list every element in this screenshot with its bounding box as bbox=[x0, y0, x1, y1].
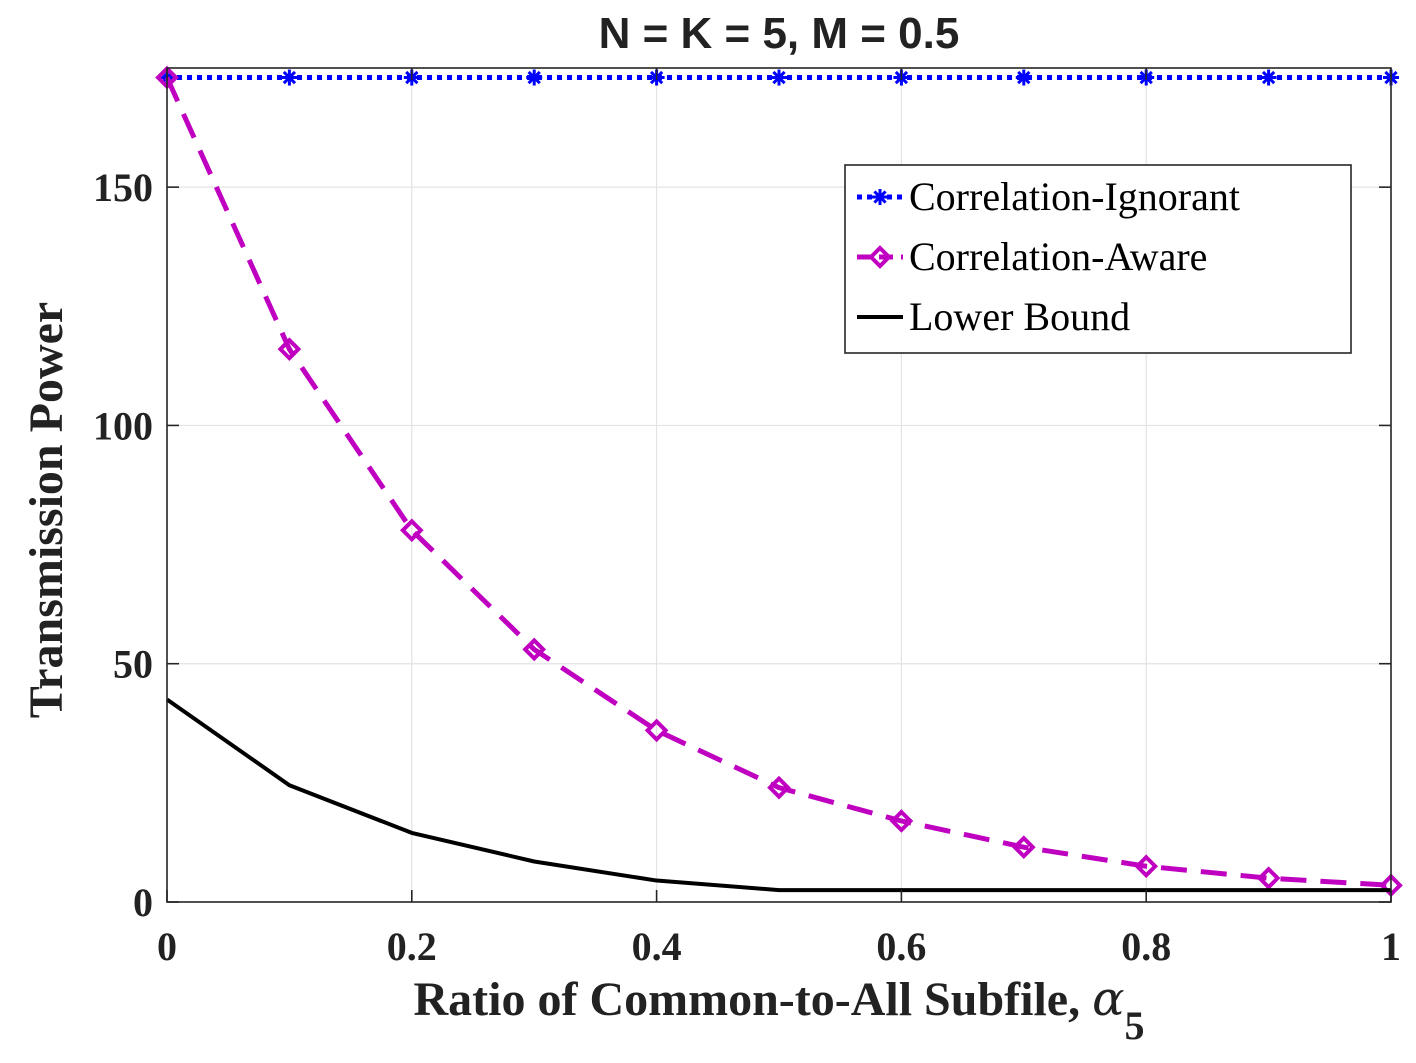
data-point-marker bbox=[1011, 835, 1036, 860]
series-line bbox=[165, 697, 1391, 893]
legend-entry: Correlation-Ignorant bbox=[857, 174, 1240, 219]
data-point-marker bbox=[1260, 69, 1277, 86]
data-point-marker-stroke bbox=[527, 70, 541, 85]
legend-entry: Correlation-Aware bbox=[857, 234, 1207, 279]
data-point-marker bbox=[1256, 866, 1281, 890]
x-tick-label: 0.8 bbox=[1121, 924, 1171, 969]
x-tick-label: 0.4 bbox=[632, 924, 682, 969]
data-point-marker bbox=[1015, 69, 1032, 86]
data-point-marker bbox=[522, 637, 547, 662]
data-point-marker bbox=[399, 518, 424, 543]
data-point-marker bbox=[889, 809, 914, 833]
legend-marker bbox=[868, 245, 892, 269]
y-axis-label: Transmission Power bbox=[20, 302, 73, 718]
data-point-marker-stroke bbox=[1261, 70, 1276, 85]
legend-label: Correlation-Ignorant bbox=[909, 174, 1240, 219]
data-point-marker bbox=[277, 337, 302, 362]
legend-items: Correlation-Ignorant Correlation-Aware Low… bbox=[857, 174, 1240, 339]
data-point-marker-stroke bbox=[282, 70, 297, 85]
data-point-marker-stroke bbox=[772, 70, 786, 85]
x-axis-label-subscript: 5 bbox=[1125, 1003, 1145, 1048]
legend: Correlation-Ignorant Correlation-Aware Low… bbox=[844, 164, 1352, 354]
legend-label: Lower Bound bbox=[909, 294, 1130, 339]
tick-layer: 0 0.2 0.4 0.6 0.8 1 0 50 100 150 bbox=[93, 68, 1401, 969]
x-tick-label: 1 bbox=[1381, 924, 1401, 969]
y-tick-label: 150 bbox=[93, 165, 153, 210]
legend-box bbox=[844, 164, 1352, 354]
x-axis-label-main: Ratio of Common-to-All Subfile, bbox=[413, 973, 1092, 1026]
data-point-marker bbox=[771, 69, 787, 86]
legend-label: Correlation-Aware bbox=[909, 234, 1207, 279]
data-point-marker-stroke bbox=[1017, 70, 1031, 85]
data-point-marker bbox=[526, 69, 543, 86]
chart-title: N = K = 5, M = 0.5 bbox=[599, 9, 960, 58]
series-correlation-ignorant bbox=[159, 69, 1399, 86]
y-tick-label: 100 bbox=[93, 403, 153, 448]
data-point-marker bbox=[1134, 854, 1159, 879]
x-tick-label: 0.6 bbox=[876, 924, 926, 969]
y-tick-label: 0 bbox=[133, 880, 153, 925]
x-tick-label: 0 bbox=[157, 924, 177, 969]
legend-entry: Lower Bound bbox=[857, 294, 1130, 339]
data-point-marker bbox=[767, 775, 791, 800]
series-lower-bound bbox=[165, 697, 1391, 893]
y-tick-label: 50 bbox=[113, 642, 153, 687]
legend-marker-stroke bbox=[873, 190, 887, 204]
x-axis-label-symbol: α bbox=[1092, 971, 1124, 1027]
x-axis-label: Ratio of Common-to-All Subfile, α5 bbox=[413, 971, 1144, 1048]
data-point-marker bbox=[281, 69, 298, 86]
x-tick-label: 0.2 bbox=[387, 924, 437, 969]
plot-frame bbox=[166, 67, 1392, 903]
series-line bbox=[164, 76, 1392, 888]
legend-marker bbox=[872, 189, 888, 205]
data-point-marker bbox=[644, 718, 669, 743]
